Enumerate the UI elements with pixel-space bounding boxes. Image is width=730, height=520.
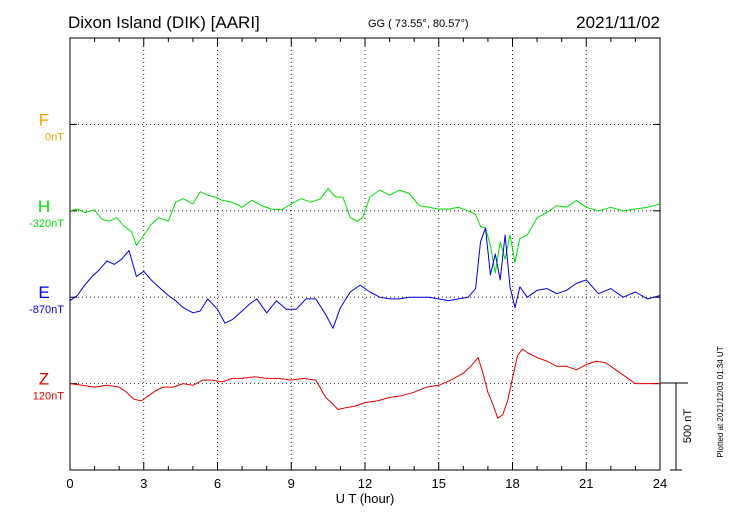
x-tick-label: 24 xyxy=(653,476,667,491)
x-tick-label: 21 xyxy=(579,476,593,491)
series-line-z xyxy=(69,348,660,419)
grid-lines xyxy=(70,38,660,470)
component-name-f: F xyxy=(39,110,49,129)
component-baseline-z: 120nT xyxy=(33,391,64,403)
component-name-z: Z xyxy=(39,370,49,389)
series-lines xyxy=(69,187,661,419)
x-tick-label: 9 xyxy=(288,476,295,491)
component-baseline-e: -870nT xyxy=(29,304,64,316)
x-tick-label: 0 xyxy=(66,476,73,491)
x-tick-label: 15 xyxy=(432,476,446,491)
component-name-h: H xyxy=(38,197,50,216)
component-name-e: E xyxy=(38,283,49,302)
scale-bar: 500 nT xyxy=(660,382,694,471)
coordinates-label: GG ( 73.55°, 80.57°) xyxy=(368,18,469,30)
x-tick-label: 12 xyxy=(358,476,372,491)
plotted-timestamp: Plotted at 2021/12/03 01:34 UT xyxy=(716,346,725,457)
component-labels: F 0nT H -320nT E -870nT Z 120nT xyxy=(29,110,64,402)
scale-bar-label: 500 nT xyxy=(682,409,694,444)
series-line-h xyxy=(69,187,661,274)
x-tick-label: 3 xyxy=(140,476,147,491)
series-line-e xyxy=(69,227,661,329)
component-baseline-h: -320nT xyxy=(29,218,64,230)
date-label: 2021/11/02 xyxy=(576,13,660,32)
x-tick-label: 6 xyxy=(214,476,221,491)
x-tick-labels: 0 3 6 9 12 15 18 21 24 xyxy=(66,476,667,491)
component-baseline-f: 0nT xyxy=(45,131,64,143)
x-tick-label: 18 xyxy=(505,476,519,491)
axis-ticks xyxy=(69,38,661,470)
x-axis-label: U T (hour) xyxy=(336,491,395,506)
station-title: Dixon Island (DIK) [AARI] xyxy=(68,13,260,32)
